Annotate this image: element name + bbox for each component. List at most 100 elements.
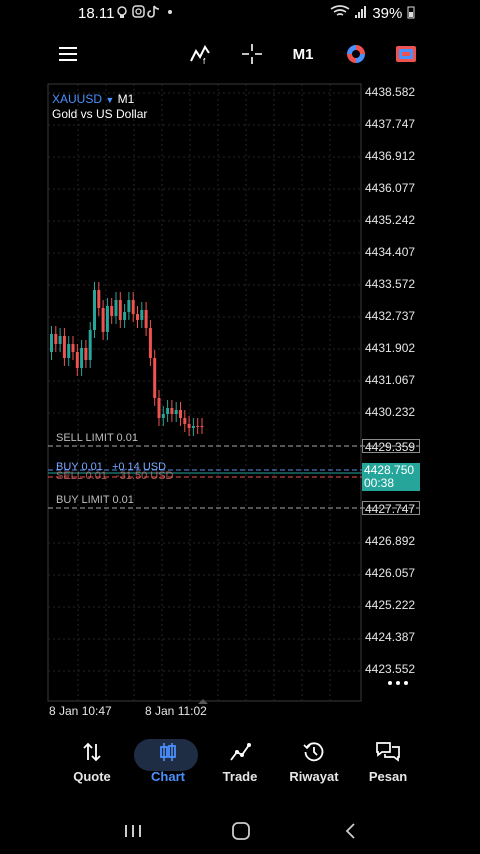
current-price: 4428.750 [364, 463, 415, 477]
price-axis-label: 4431.067 [365, 373, 416, 387]
candle-body [148, 328, 152, 358]
candle-body [140, 310, 144, 320]
symbol-dropdown-icon[interactable]: ▼ [105, 95, 115, 105]
nav-trade-label: Trade [222, 769, 258, 784]
home-icon [232, 822, 250, 840]
candle-body [183, 418, 187, 424]
candle-body [88, 330, 92, 360]
buy-position-volume: BUY 0.01 [56, 461, 103, 473]
sell-position-label[interactable]: SELL 0.01 -31.50 USD [56, 470, 174, 482]
chart-toolbar: f M1 [0, 34, 480, 74]
menu-button[interactable] [52, 34, 84, 74]
candle-body [179, 410, 182, 418]
price-axis-label: 4431.902 [365, 341, 416, 355]
back-button[interactable] [340, 821, 362, 841]
timeframe-button[interactable]: M1 [292, 45, 314, 63]
chart-style-button[interactable] [340, 34, 372, 74]
candle-body [93, 290, 96, 330]
candle-body [157, 398, 161, 418]
candle-body [161, 414, 165, 418]
nav-history[interactable]: Riwayat [274, 735, 354, 795]
buy-position-label[interactable]: BUY 0.01 +0.14 USD [56, 461, 166, 473]
price-axis-label: 4435.242 [365, 213, 416, 227]
candle-body [75, 352, 79, 368]
nav-chart[interactable]: Chart [128, 735, 208, 795]
symbol-description: Gold vs US Dollar [52, 107, 148, 121]
candle-body [200, 426, 204, 427]
recent-apps-button[interactable] [122, 821, 144, 841]
system-navigation [0, 815, 480, 849]
nav-messages-label: Pesan [368, 769, 408, 784]
battery-icon [407, 6, 415, 19]
candle-body [144, 310, 148, 328]
price-axis-label: 4434.407 [365, 245, 416, 259]
candle-body [153, 358, 157, 398]
active-indicator [134, 739, 198, 771]
chart-candles-icon [160, 743, 176, 761]
crosshair-icon [242, 44, 262, 64]
more-dots-icon [388, 681, 408, 685]
candle-body [131, 300, 135, 314]
time-label-start: 8 Jan 10:47 [49, 704, 112, 718]
candle-body [191, 426, 195, 428]
candle-body [54, 334, 58, 344]
quote-arrows-icon [83, 742, 101, 762]
candle-body [118, 300, 122, 320]
hamburger-icon [59, 47, 77, 61]
nav-quote[interactable]: Quote [52, 735, 132, 795]
price-axis-label: 4432.737 [365, 309, 416, 323]
candle-body [170, 408, 174, 414]
bottom-navigation: Quote Chart Trade Riw [0, 735, 480, 795]
indicator-icon: f [190, 45, 210, 65]
svg-text:f: f [203, 57, 206, 65]
candle-body [67, 344, 71, 358]
candle-body [166, 408, 170, 414]
buy-limit-price-tag[interactable]: 4427.747 [362, 501, 420, 516]
trade-line-icon [230, 743, 251, 761]
candle-body [105, 306, 109, 332]
buy-limit-label[interactable]: BUY LIMIT 0.01 [56, 494, 134, 506]
price-axis-label: 4426.892 [365, 534, 416, 548]
nav-quote-label: Quote [73, 769, 111, 784]
price-axis-label: 4438.582 [365, 85, 416, 99]
price-axis-label: 4426.057 [365, 566, 416, 580]
sell-limit-label[interactable]: SELL LIMIT 0.01 [56, 432, 138, 444]
symbol-name[interactable]: XAUUSD [52, 92, 103, 106]
candle-body [110, 306, 114, 316]
price-axis-label: 4430.232 [365, 405, 416, 419]
price-axis-label: 4437.747 [365, 117, 416, 131]
wifi-icon [330, 5, 350, 16]
price-axis-label: 4425.222 [365, 598, 416, 612]
nav-trade[interactable]: Trade [200, 735, 280, 795]
signal-icon [355, 6, 367, 18]
candle-body [187, 424, 191, 428]
crosshair-button[interactable] [236, 34, 268, 74]
chart-canvas [47, 83, 420, 704]
candle-body [62, 336, 66, 358]
status-right: 39% [330, 5, 415, 22]
price-axis-label: 4436.077 [365, 181, 416, 195]
symbol-header: XAUUSD ▼ M1 [52, 92, 134, 106]
candle-body [80, 348, 84, 368]
status-time: 18.11 [78, 5, 115, 22]
price-chart[interactable]: XAUUSD ▼ M1 Gold vs US Dollar 4438.582 44… [0, 80, 480, 720]
battery-percent: 39% [372, 5, 403, 22]
candle-body [196, 426, 200, 427]
candle-body [127, 300, 131, 312]
price-axis-label: 4424.387 [365, 630, 416, 644]
nav-messages[interactable]: Pesan [348, 735, 428, 795]
price-axis-label: 4433.572 [365, 277, 416, 291]
candle-body [97, 290, 101, 308]
status-bar: 18.11 39% [0, 0, 480, 28]
messages-icon [376, 742, 400, 762]
indicators-button[interactable]: f [184, 34, 216, 74]
nav-chart-label: Chart [151, 769, 185, 784]
more-options-button[interactable] [386, 676, 410, 690]
one-click-trading-button[interactable] [390, 34, 422, 74]
price-axis-label: 4423.552 [365, 662, 416, 676]
sell-limit-price-tag[interactable]: 4429.359 [362, 439, 420, 454]
home-button[interactable] [230, 821, 252, 841]
back-chevron-icon [345, 823, 355, 839]
symbol-timeframe: M1 [117, 92, 135, 106]
sell-position-volume: SELL 0.01 [56, 470, 107, 482]
